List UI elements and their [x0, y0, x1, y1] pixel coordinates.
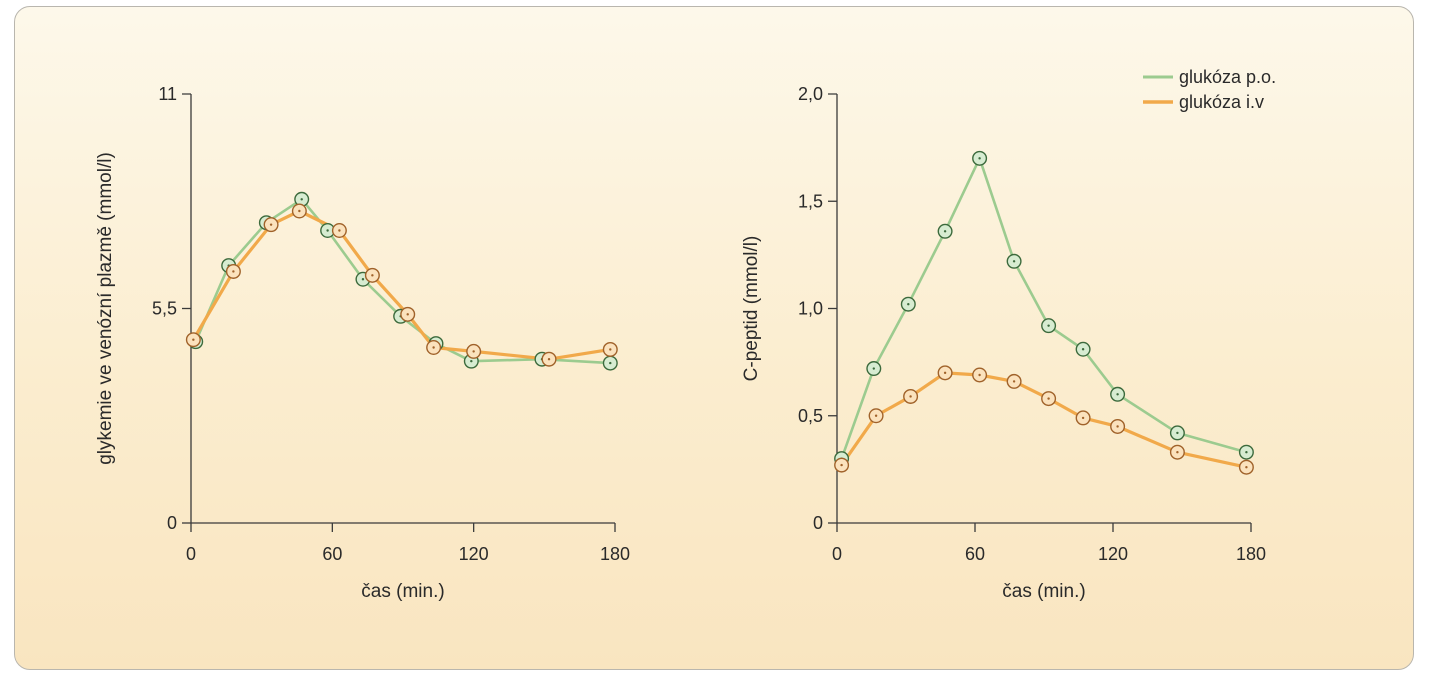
glycemia-y-axis-title: glykemie ve venózní plazmě (mmol/l) — [95, 152, 116, 465]
c-peptide-y-tick-label: 1,0 — [798, 299, 823, 319]
c-peptide-series-line-iv — [839, 371, 1249, 469]
c-peptide-point-po — [1238, 444, 1254, 460]
c-peptide-y-tick-label: 1,5 — [798, 191, 823, 211]
c-peptide-point-iv — [1169, 444, 1185, 460]
glycemia-point-iv — [185, 332, 201, 348]
glycemia-y-tick-label: 11 — [158, 84, 177, 104]
c-peptide-y-tick-label: 0 — [813, 513, 823, 533]
glycemia-y-tick-label: 0 — [167, 513, 177, 533]
c-peptide-point-iv — [903, 388, 919, 404]
c-peptide-point-iv — [1238, 459, 1254, 475]
glycemia-point-iv — [602, 341, 618, 357]
glycemia-point-iv — [541, 351, 557, 367]
c-peptide-point-po — [1169, 425, 1185, 441]
c-peptide-y-axis-title: C-peptid (mmol/l) — [741, 236, 762, 382]
c-peptide-chart: 0 0,5 1,0 1,5 2,0 0 60 120 180 čas (min.) C-peptid… — [741, 84, 1266, 602]
c-peptide-point-po — [1110, 386, 1126, 402]
glycemia-x-tick-label: 120 — [459, 544, 489, 564]
glycemia-point-iv — [466, 343, 482, 359]
glycemia-series-line-po — [194, 198, 612, 365]
glycemia-x-tick-label: 0 — [186, 544, 196, 564]
c-peptide-point-po — [972, 150, 988, 166]
c-peptide-point-iv — [1075, 410, 1091, 426]
glycemia-point-iv — [426, 340, 442, 356]
c-peptide-point-iv — [937, 365, 953, 381]
legend: glukóza p.o. glukóza i.v — [1143, 67, 1276, 112]
glycemia-chart: 0 5,5 11 0 60 120 180 čas (min.) glykemie ve ven… — [95, 84, 630, 602]
c-peptide-x-tick-label: 60 — [965, 544, 985, 564]
c-peptide-point-po — [1075, 341, 1091, 357]
c-peptide-point-po — [1006, 253, 1022, 269]
glycemia-point-po — [602, 355, 618, 371]
c-peptide-point-iv — [868, 408, 884, 424]
legend-label-po: glukóza p.o. — [1179, 67, 1276, 87]
c-peptide-x-tick-label: 180 — [1236, 544, 1266, 564]
c-peptide-point-iv — [1006, 373, 1022, 389]
c-peptide-point-po — [1041, 318, 1057, 334]
c-peptide-point-po — [866, 361, 882, 377]
glycemia-point-iv — [263, 217, 279, 233]
c-peptide-point-iv — [1110, 418, 1126, 434]
c-peptide-x-axis-title: čas (min.) — [1002, 581, 1085, 602]
c-peptide-x-tick-label: 120 — [1098, 544, 1128, 564]
c-peptide-y-tick-label: 0,5 — [798, 406, 823, 426]
glycemia-point-iv — [291, 203, 307, 219]
glycemia-x-tick-label: 180 — [600, 544, 630, 564]
legend-label-iv: glukóza i.v — [1179, 92, 1264, 112]
c-peptide-x-tick-label: 0 — [832, 544, 842, 564]
c-peptide-point-po — [937, 223, 953, 239]
c-peptide-point-iv — [972, 367, 988, 383]
glycemia-point-iv — [331, 222, 347, 238]
glycemia-point-iv — [225, 263, 241, 279]
glycemia-x-tick-label: 60 — [322, 544, 342, 564]
glycemia-y-tick-label: 5,5 — [152, 299, 177, 319]
c-peptide-point-iv — [834, 457, 850, 473]
figure-panel: 0 5,5 11 0 60 120 180 čas (min.) glykemie ve ven… — [14, 6, 1414, 670]
c-peptide-point-po — [900, 296, 916, 312]
figure-canvas: 0 5,5 11 0 60 120 180 čas (min.) glykemie ve ven… — [95, 67, 1276, 602]
glycemia-point-iv — [400, 306, 416, 322]
glycemia-point-iv — [364, 267, 380, 283]
glycemia-x-axis-title: čas (min.) — [361, 581, 444, 602]
c-peptide-point-iv — [1041, 391, 1057, 407]
c-peptide-y-tick-label: 2,0 — [798, 84, 823, 104]
